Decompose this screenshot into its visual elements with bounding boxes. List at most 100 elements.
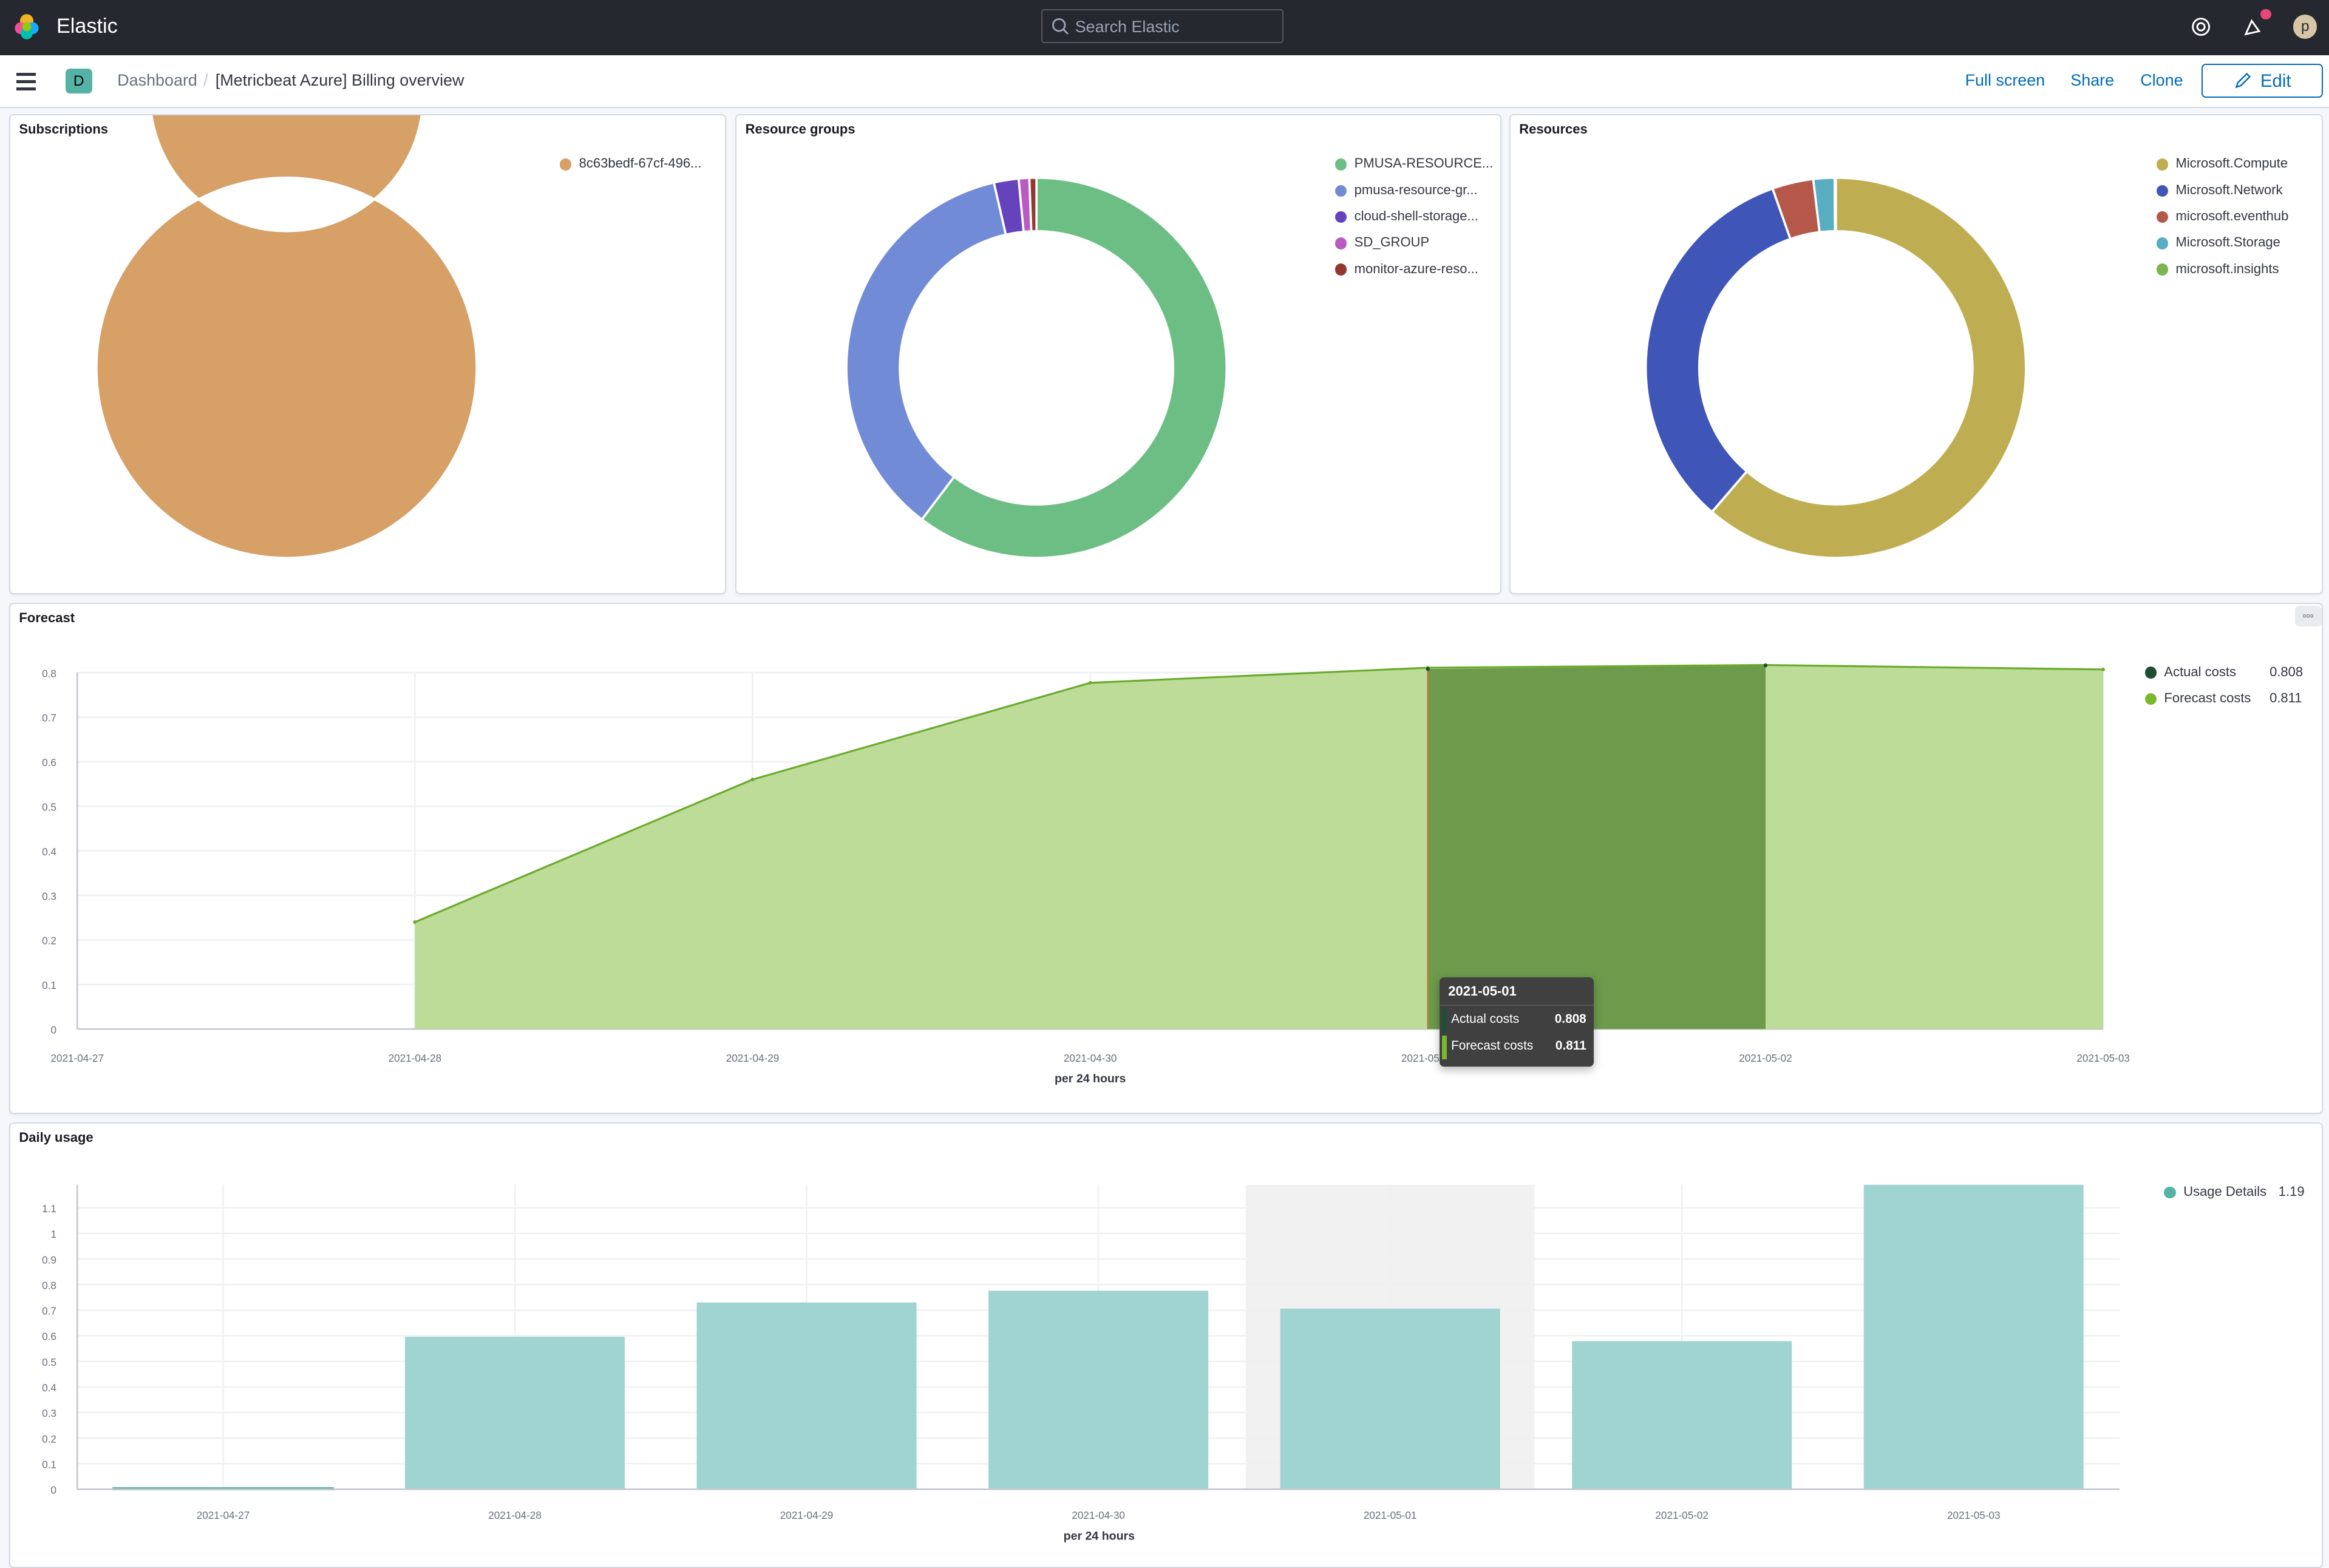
actual-costs-point [1763,664,1768,668]
donut-slice[interactable] [95,115,478,560]
breadcrumb-dashboard[interactable]: Dashboard [117,71,197,90]
legend-item[interactable]: 8c63bedf-67cf-496... [559,155,702,182]
y-tick-label: 0.3 [42,891,56,903]
legend-dot [1334,158,1347,171]
donut-slice[interactable] [920,177,1228,560]
legend-value: 0.808 [2270,664,2304,679]
y-tick-label: 0.4 [42,1382,56,1394]
search-input[interactable]: Search Elastic [1041,8,1284,43]
donut-slice[interactable] [1833,177,1837,233]
y-tick-label: 0.8 [42,668,56,680]
legend-value: 1.19 [2278,1183,2305,1199]
y-tick-label: 0.6 [42,757,56,769]
tooltip-value: 0.808 [1554,1012,1586,1027]
legend-label: SD_GROUP [1354,234,1430,250]
legend-item[interactable]: Microsoft.Compute [2156,155,2289,182]
legend-dot [1334,263,1347,276]
usage-bar[interactable] [988,1291,1209,1490]
panel-title: Resources [1519,121,1588,137]
legend-label: pmusa-resource-gr... [1354,182,1478,197]
tooltip-label: Forecast costs [1451,1039,1534,1053]
resources-legend: Microsoft.Compute Microsoft.Network micros… [2156,155,2289,287]
subscriptions-legend: 8c63bedf-67cf-496... [559,155,702,182]
breadcrumb-bar: D Dashboard / [Metricbeat Azure] Billing… [0,55,2329,109]
x-axis-title: per 24 hours [1064,1530,1135,1543]
legend-item-usage-details[interactable]: Usage Details 1.19 [2164,1184,2313,1210]
legend-item[interactable]: cloud-shell-storage... [1334,208,1493,234]
pencil-icon [2235,73,2251,89]
legend-item[interactable]: Microsoft.Storage [2156,234,2289,260]
resources-panel: Resources Microsoft.Compute Microsoft.Net… [1509,114,2324,594]
usage-bar[interactable] [1572,1341,1792,1490]
resource-groups-panel: Resource groups PMUSA-RESOURCE... pmusa-r… [735,114,1503,595]
legend-label: Actual costs [2164,664,2236,679]
donut-slice[interactable] [845,181,1007,521]
legend-label: 8c63bedf-67cf-496... [579,155,702,171]
daily-usage-chart[interactable]: 0 0.1 0.2 0.3 0.4 0.5 0.6 0.7 0.8 0.9 1 1.1 2021-04-… [0,1122,2329,1550]
legend-dot [2156,158,2169,171]
breadcrumb-current: [Metricbeat Azure] Billing overview [215,71,464,90]
x-tick-label: 2021-04-29 [726,1053,780,1064]
legend-item[interactable]: pmusa-resource-gr... [1334,182,1493,208]
forecast-point [1088,681,1092,685]
forecast-chart[interactable]: 0 0.1 0.2 0.3 0.4 0.5 0.6 0.7 0.8 2021-04-27 2021-… [0,603,2329,1114]
x-tick-label: 2021-04-28 [488,1510,542,1522]
elastic-logo-icon[interactable] [13,13,40,40]
y-tick-label: 0.7 [42,1306,56,1317]
panel-title: Forecast [19,610,75,626]
usage-bar[interactable] [1280,1309,1500,1490]
y-tick-label: 0 [50,1485,56,1496]
donut-slice[interactable] [1644,187,1792,514]
forecast-point [413,920,417,925]
resources-donut-chart[interactable] [1511,115,2325,595]
panel-options-button[interactable]: ▫▫▫ [2294,606,2322,627]
x-tick-label: 2021-04-30 [1064,1053,1117,1064]
legend-item[interactable]: monitor-azure-reso... [1334,261,1493,287]
legend-item[interactable]: microsoft.insights [2156,261,2289,287]
usage-bar[interactable] [1863,1185,2084,1490]
legend-label: Forecast costs [2164,690,2251,705]
legend-label: Usage Details [2183,1183,2267,1199]
daily-usage-legend: Usage Details 1.19 [2164,1184,2313,1210]
full-screen-button[interactable]: Full screen [1965,71,2045,90]
newsfeed-icon[interactable] [2243,16,2263,37]
y-tick-label: 0.6 [42,1331,56,1343]
legend-item[interactable]: Microsoft.Network [2156,182,2289,208]
user-avatar[interactable]: p [2293,15,2317,39]
help-icon[interactable] [2191,16,2211,37]
x-tick-label: 2021-05-03 [1947,1510,2001,1522]
usage-bar[interactable] [404,1337,625,1490]
menu-icon[interactable] [16,72,36,95]
tooltip-row-actual: Actual costs 0.808 [1440,1006,1594,1033]
subscriptions-donut-chart[interactable] [10,115,728,595]
tooltip-label: Actual costs [1451,1012,1520,1027]
panel-title: Resource groups [745,121,855,137]
legend-item[interactable]: PMUSA-RESOURCE... [1334,155,1493,182]
edit-button[interactable]: Edit [2201,64,2324,98]
donut-slice[interactable] [1028,177,1038,233]
y-tick-label: 0.3 [42,1408,56,1420]
legend-item[interactable]: SD_GROUP [1334,234,1493,260]
y-tick-label: 1.1 [42,1203,56,1215]
legend-dot [1334,211,1347,223]
y-tick-label: 0.5 [42,802,56,813]
share-button[interactable]: Share [2070,71,2115,90]
x-tick-label: 2021-05-01 [1364,1510,1417,1522]
x-tick-label: 2021-04-30 [1072,1510,1125,1522]
breadcrumb-separator: / [203,71,208,90]
legend-item-actual-costs[interactable]: Actual costs 0.808 [2144,664,2308,690]
usage-bar[interactable] [696,1303,917,1490]
y-tick-label: 0.2 [42,1434,56,1445]
legend-label: Microsoft.Storage [2175,234,2280,250]
resource-groups-donut-chart[interactable] [736,115,1503,595]
legend-label: cloud-shell-storage... [1354,208,1478,223]
legend-dot [559,158,572,171]
clone-button[interactable]: Clone [2140,71,2183,90]
x-tick-label: 2021-05-03 [2076,1053,2130,1064]
legend-item-forecast-costs[interactable]: Forecast costs 0.811 [2144,690,2308,716]
y-tick-label: 0.8 [42,1280,56,1292]
space-badge[interactable]: D [65,68,92,94]
legend-item[interactable]: microsoft.eventhub [2156,208,2288,234]
donut-slice[interactable] [1710,177,2027,560]
x-tick-label: 2021-04-28 [389,1053,442,1064]
